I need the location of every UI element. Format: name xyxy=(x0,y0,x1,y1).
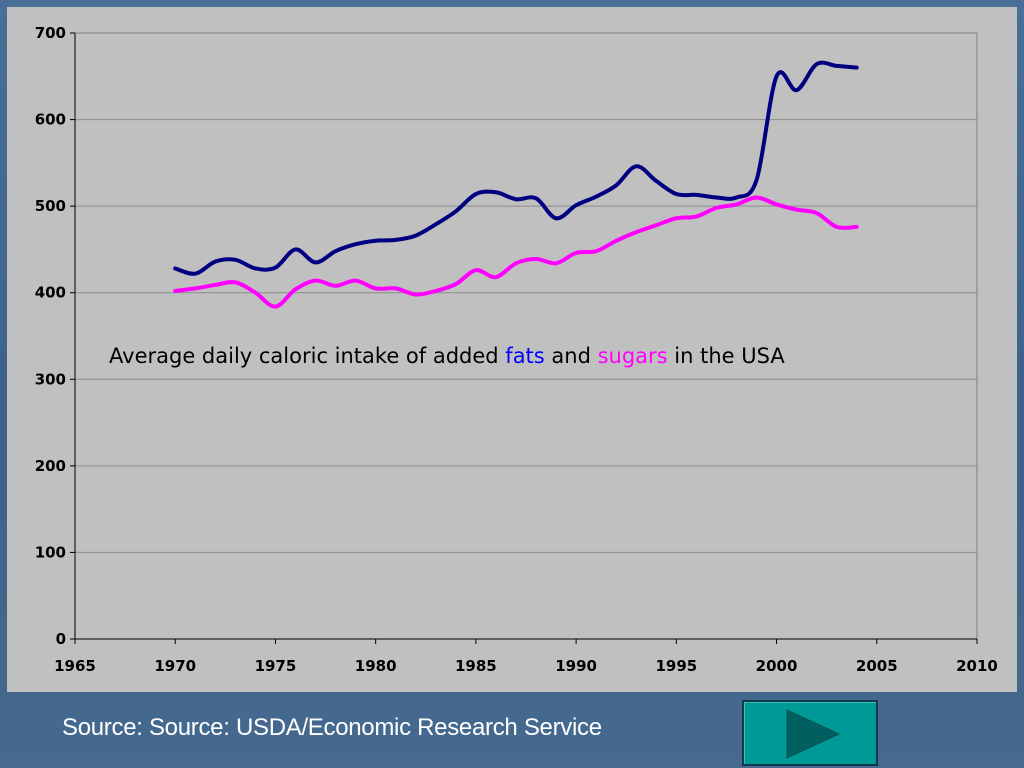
annotation-prefix: Average daily caloric intake of added xyxy=(109,344,505,368)
chart-panel: 0 100 200 300 400 500 600 700 1965 1970 1975 1980 19… xyxy=(7,7,1017,692)
gridlines xyxy=(75,32,977,553)
annotation-sugars: sugars xyxy=(598,344,668,368)
y-tick-label: 700 xyxy=(35,24,66,42)
series-line-fats xyxy=(173,60,859,276)
x-tick-label: 1970 xyxy=(154,657,196,675)
series-line-sugars xyxy=(173,195,859,309)
y-tick-label: 400 xyxy=(35,284,66,302)
y-tick-label: 600 xyxy=(35,111,66,129)
y-tick-label: 500 xyxy=(35,197,66,215)
source-caption: Source: Source: USDA/Economic Research S… xyxy=(62,714,602,741)
annotation-and: and xyxy=(545,344,598,368)
x-tick-label: 2000 xyxy=(756,657,798,675)
y-tick-label: 300 xyxy=(35,370,66,388)
play-triangle-icon xyxy=(786,709,841,759)
x-tick-label: 1980 xyxy=(355,657,397,675)
x-tick-label: 1995 xyxy=(655,657,697,675)
x-tick-label: 1965 xyxy=(54,657,96,675)
plot-area-border xyxy=(74,32,978,640)
next-slide-button[interactable] xyxy=(742,700,878,766)
annotation-suffix: in the USA xyxy=(668,344,786,368)
x-tick-label: 2010 xyxy=(956,657,998,675)
annotation-fats: fats xyxy=(505,344,544,368)
y-tick-label: 200 xyxy=(35,457,66,475)
x-tick-label: 2005 xyxy=(856,657,898,675)
chart-annotation: Average daily caloric intake of added fa… xyxy=(109,344,785,368)
x-tick-label: 1975 xyxy=(255,657,297,675)
x-tick-label: 1990 xyxy=(555,657,597,675)
y-tick-label: 100 xyxy=(35,543,66,561)
y-tick-label: 0 xyxy=(56,630,66,648)
axis-ticks: 0 100 200 300 400 500 600 700 1965 1970 1975 1980 19… xyxy=(35,24,998,675)
line-chart: 0 100 200 300 400 500 600 700 1965 1970 1975 1980 19… xyxy=(35,24,998,675)
x-tick-label: 1985 xyxy=(455,657,497,675)
series-lines xyxy=(173,60,859,309)
